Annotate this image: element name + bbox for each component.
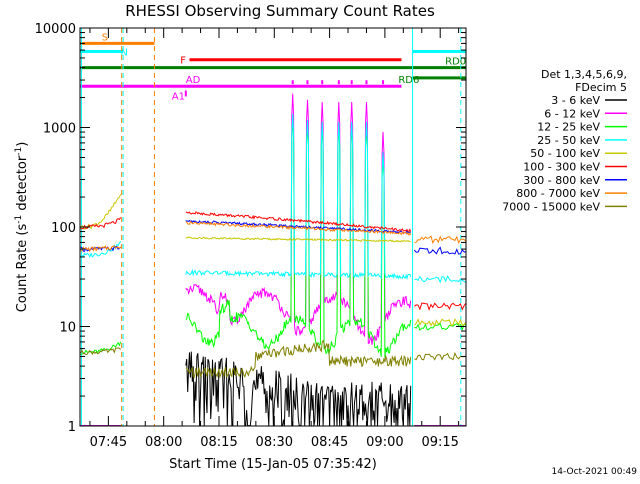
legend-label: 6 - 12 keV [544, 107, 600, 120]
series-line [414, 318, 467, 327]
series-line [185, 236, 411, 243]
legend-label: 800 - 7000 keV [516, 187, 600, 200]
series-line [185, 339, 412, 379]
legend-label: 12 - 25 keV [537, 121, 600, 134]
y-tick-label: 10000 [35, 22, 76, 37]
x-tick-label: 08:45 [311, 435, 348, 450]
flag-label: AD [186, 75, 201, 86]
x-tick-label: 09:00 [366, 435, 403, 450]
series-line [80, 347, 122, 356]
legend-label: 7000 - 15000 keV [502, 200, 600, 213]
series-line [185, 351, 412, 427]
y-tick-label: 10 [59, 321, 76, 336]
flag-label: RD0 [445, 57, 466, 68]
series-line [80, 341, 122, 355]
flag-label: RD6 [398, 75, 419, 86]
series-line [414, 351, 467, 361]
series-line [414, 302, 467, 311]
series-line [80, 245, 122, 253]
flag-label: N [121, 48, 128, 59]
y-tick-label: 1000 [43, 122, 76, 137]
series-line [185, 211, 412, 233]
legend-header: FDecim 5 [575, 81, 627, 94]
x-tick-label: 08:30 [256, 435, 293, 450]
x-tick-label: 07:45 [90, 435, 127, 450]
flag-label: F [180, 56, 186, 67]
x-tick-label: 08:00 [145, 435, 182, 450]
chart-title: RHESSI Observing Summary Count Rates [125, 2, 435, 20]
timestamp: 14-Oct-2021 00:49 [552, 467, 638, 477]
x-axis-label: Start Time (15-Jan-05 07:35:42) [169, 457, 377, 472]
legend-label: 25 - 50 keV [537, 134, 600, 147]
y-tick-label: 100 [51, 221, 76, 236]
legend-label: 3 - 6 keV [551, 94, 600, 107]
series-line [414, 322, 467, 332]
legend-label: 300 - 800 keV [523, 174, 600, 187]
flag-label: S [102, 32, 108, 43]
series-line [80, 217, 122, 230]
series-line [185, 93, 412, 345]
series-line [414, 235, 467, 245]
legend-label: 50 - 100 keV [530, 147, 600, 160]
legend-label: 100 - 300 keV [523, 161, 600, 174]
x-tick-label: 09:15 [421, 435, 458, 450]
series-line [185, 117, 412, 358]
series-line [185, 221, 412, 236]
x-tick-label: 08:15 [200, 435, 237, 450]
series-line [414, 246, 467, 255]
series-line [414, 275, 467, 284]
flag-label: A1 [172, 91, 185, 102]
y-tick-label: 1 [68, 420, 76, 435]
legend-header: Det 1,3,4,5,6,9, [541, 68, 627, 81]
y-axis-label: Count Rate (s-1 detector-1) [14, 142, 30, 313]
series-line [185, 113, 412, 281]
